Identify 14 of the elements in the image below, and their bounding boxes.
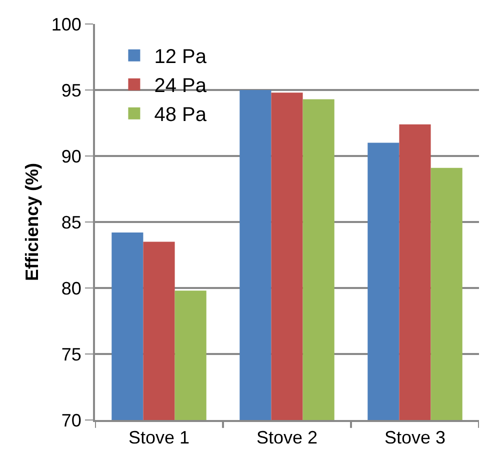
legend-label: 12 Pa — [154, 46, 208, 68]
x-tick-label: Stove 1 — [128, 428, 190, 448]
x-tick-label: Stove 3 — [384, 428, 446, 448]
y-tick-label: 85 — [61, 212, 82, 232]
y-tick-label: 70 — [61, 410, 82, 430]
y-tick-label: 90 — [61, 146, 82, 166]
y-tick-label: 95 — [61, 80, 82, 100]
x-tick-label: Stove 2 — [256, 428, 318, 448]
y-tick-label: 80 — [61, 278, 82, 298]
y-tick-label: 75 — [61, 344, 82, 364]
legend-label: 48 Pa — [154, 104, 208, 126]
y-tick-label: 100 — [51, 14, 82, 34]
y-axis-title: Efficiency (%) — [22, 162, 42, 282]
legend-label: 24 Pa — [154, 75, 208, 98]
